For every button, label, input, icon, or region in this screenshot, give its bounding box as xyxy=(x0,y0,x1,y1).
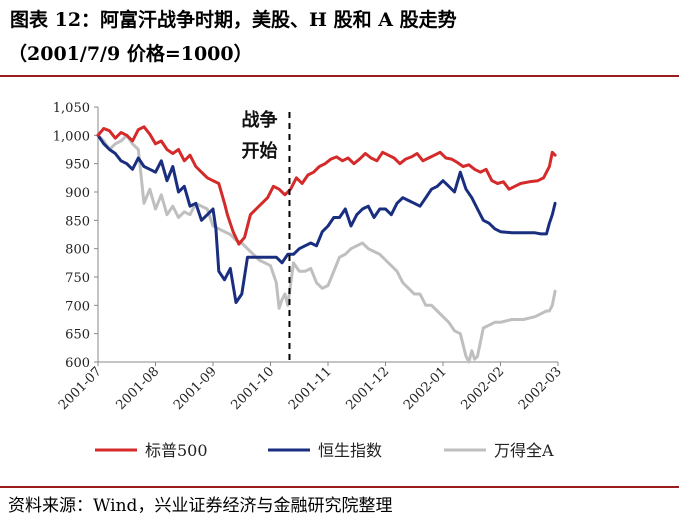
legend-label-1: 标普500 xyxy=(145,441,208,460)
chart-title: 图表 12：阿富汗战争时期，美股、H 股和 A 股走势 xyxy=(10,9,457,31)
y-tick-label: 850 xyxy=(65,214,90,229)
chart-subtitle: （2001/7/9 价格=1000） xyxy=(8,43,253,65)
y-tick-label: 800 xyxy=(65,243,90,258)
y-tick-label: 950 xyxy=(65,158,90,173)
series-line-3 xyxy=(96,133,557,364)
y-tick-label: 600 xyxy=(65,356,90,371)
top-divider xyxy=(0,75,679,77)
y-tick-label: 750 xyxy=(65,271,90,286)
y-tick-label: 700 xyxy=(65,299,90,314)
chart-legend: 标普500 恒生指数 万得全A xyxy=(95,441,554,460)
y-tick-label: 650 xyxy=(65,328,90,343)
chart-lines xyxy=(96,125,557,364)
line-chart: 600 650 700 750 800 850 900 950 1,000 1,050 2001-0… xyxy=(53,101,565,460)
x-tick-label: 2001-07 xyxy=(56,364,105,413)
x-tick-label: 2001-11 xyxy=(286,364,335,413)
x-tick-label: 2002-03 xyxy=(516,364,565,413)
y-tick-label: 1,050 xyxy=(53,101,90,116)
annotation-line-1: 战争 xyxy=(241,109,277,131)
legend-label-3: 万得全A xyxy=(494,441,554,460)
series-line-2 xyxy=(96,133,557,304)
series-line-1 xyxy=(96,125,557,246)
legend-label-2: 恒生指数 xyxy=(318,441,382,460)
x-tick-label: 2001-08 xyxy=(114,364,163,413)
x-tick-label: 2001-09 xyxy=(171,364,220,413)
source-note: 资料来源：Wind，兴业证券经济与金融研究院整理 xyxy=(8,496,393,516)
y-tick-label: 900 xyxy=(65,186,90,201)
x-tick-label: 2002-02 xyxy=(459,364,508,413)
x-tick-label: 2001-10 xyxy=(229,364,278,413)
x-tick-label: 2002-01 xyxy=(401,364,450,413)
annotation-line-2: 开始 xyxy=(241,140,277,162)
x-tick-label: 2001-12 xyxy=(344,364,393,413)
chart-axes: 600 650 700 750 800 850 900 950 1,000 1,050 2001-0… xyxy=(53,101,565,413)
y-tick-label: 1,000 xyxy=(53,129,90,144)
bottom-divider xyxy=(0,486,679,488)
